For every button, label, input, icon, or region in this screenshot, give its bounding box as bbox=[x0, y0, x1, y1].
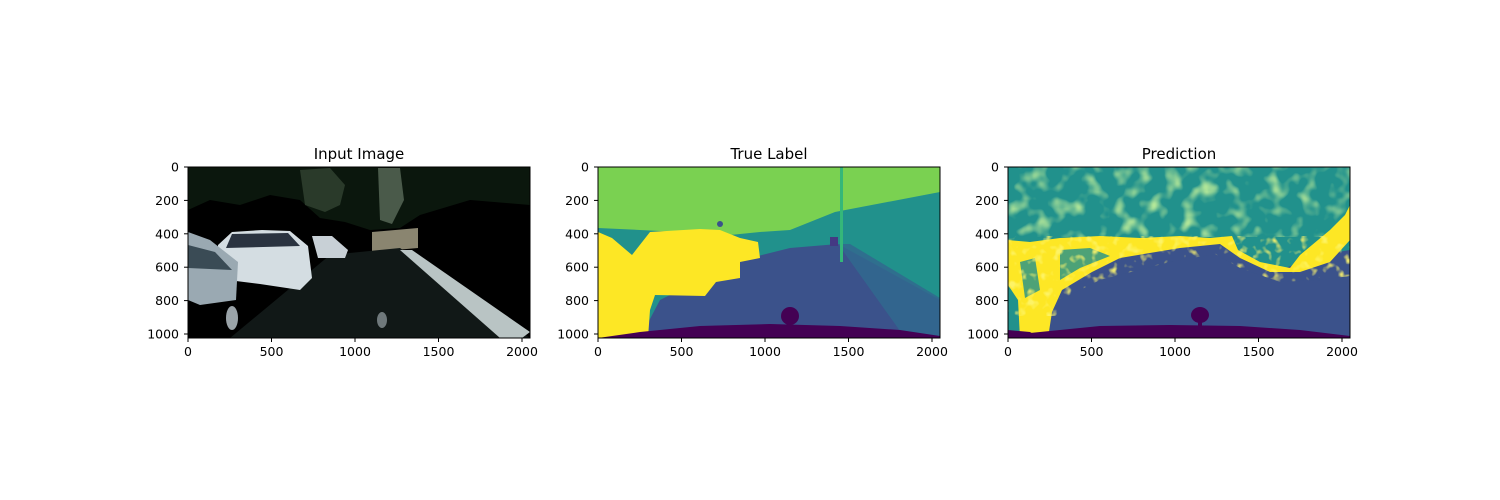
x-tick: 500 bbox=[1080, 338, 1104, 359]
y-tick-label: 600 bbox=[975, 260, 999, 275]
x-tick-label: 2000 bbox=[506, 344, 538, 359]
y-tick-label: 1000 bbox=[147, 327, 179, 342]
prediction-image bbox=[1008, 167, 1350, 338]
x-tick-label: 2000 bbox=[1326, 344, 1358, 359]
panel-title-true-label: True Label bbox=[729, 145, 807, 163]
y-tick: 0 bbox=[991, 160, 1008, 175]
y-tick: 400 bbox=[565, 226, 598, 241]
y-tick-label: 0 bbox=[991, 160, 999, 175]
true-label-x-axis: 0 500 1000 1500 2000 bbox=[594, 338, 948, 359]
x-tick: 1500 bbox=[423, 338, 455, 359]
pole bbox=[840, 167, 843, 262]
x-tick: 1500 bbox=[833, 338, 865, 359]
x-tick-label: 1500 bbox=[423, 344, 455, 359]
y-tick-label: 600 bbox=[565, 260, 589, 275]
prediction-x-axis: 0 500 1000 1500 2000 bbox=[1004, 338, 1358, 359]
panel-title-prediction: Prediction bbox=[1142, 145, 1217, 163]
x-tick: 1000 bbox=[749, 338, 781, 359]
true-label-y-axis: 0 200 400 600 800 1000 bbox=[557, 160, 598, 342]
x-tick-label: 500 bbox=[670, 344, 694, 359]
input-image-frame bbox=[187, 166, 531, 339]
y-tick: 600 bbox=[155, 260, 188, 275]
ego-ornament bbox=[781, 307, 799, 325]
panel-title-input: Input Image bbox=[314, 145, 405, 163]
prediction-y-axis: 0 200 400 600 800 1000 bbox=[967, 160, 1008, 342]
input-image bbox=[188, 167, 530, 338]
y-tick: 200 bbox=[565, 193, 598, 208]
true-label-image bbox=[598, 167, 940, 338]
y-tick: 200 bbox=[155, 193, 188, 208]
x-tick: 0 bbox=[594, 338, 602, 359]
y-tick-label: 0 bbox=[171, 160, 179, 175]
panel-prediction: Prediction 0 500 1000 1500 2000 0 200 bbox=[967, 145, 1358, 359]
x-tick-label: 0 bbox=[184, 344, 192, 359]
y-tick-label: 400 bbox=[975, 226, 999, 241]
sidewalk-region bbox=[838, 244, 940, 338]
y-tick-label: 800 bbox=[565, 293, 589, 308]
panel-true-label: True Label 0 500 1000 1500 2000 0 200 40… bbox=[557, 145, 948, 359]
y-tick: 400 bbox=[155, 226, 188, 241]
prediction-frame bbox=[1007, 166, 1351, 339]
y-tick: 0 bbox=[171, 160, 188, 175]
x-tick: 2000 bbox=[1326, 338, 1358, 359]
ego-vehicle-region bbox=[598, 324, 940, 338]
ego-vehicle-region bbox=[1008, 325, 1350, 338]
input-x-axis: 0 500 1000 1500 2000 bbox=[184, 338, 538, 359]
x-tick-label: 1000 bbox=[749, 344, 781, 359]
y-tick-label: 200 bbox=[565, 193, 589, 208]
y-tick: 0 bbox=[581, 160, 598, 175]
x-tick-label: 0 bbox=[1004, 344, 1012, 359]
y-tick-label: 1000 bbox=[967, 327, 999, 342]
y-tick-label: 0 bbox=[581, 160, 589, 175]
y-tick-label: 800 bbox=[975, 293, 999, 308]
y-tick-label: 200 bbox=[975, 193, 999, 208]
y-tick: 800 bbox=[975, 293, 1008, 308]
x-tick-label: 0 bbox=[594, 344, 602, 359]
x-tick-label: 1000 bbox=[339, 344, 371, 359]
x-tick-label: 1000 bbox=[1159, 344, 1191, 359]
y-tick: 600 bbox=[975, 260, 1008, 275]
y-tick: 400 bbox=[975, 226, 1008, 241]
y-tick: 200 bbox=[975, 193, 1008, 208]
x-tick: 2000 bbox=[916, 338, 948, 359]
y-tick: 800 bbox=[155, 293, 188, 308]
x-tick: 1500 bbox=[1243, 338, 1275, 359]
x-tick: 0 bbox=[184, 338, 192, 359]
x-tick: 500 bbox=[260, 338, 284, 359]
x-tick: 500 bbox=[670, 338, 694, 359]
y-tick: 1000 bbox=[967, 327, 1008, 342]
sign bbox=[830, 237, 838, 246]
y-tick-label: 600 bbox=[155, 260, 179, 275]
x-tick-label: 500 bbox=[260, 344, 284, 359]
x-tick: 1000 bbox=[339, 338, 371, 359]
x-tick-label: 1500 bbox=[833, 344, 865, 359]
car-region bbox=[598, 229, 760, 338]
y-tick: 600 bbox=[565, 260, 598, 275]
y-tick: 1000 bbox=[557, 327, 598, 342]
y-tick: 1000 bbox=[147, 327, 188, 342]
x-tick: 2000 bbox=[506, 338, 538, 359]
x-tick: 0 bbox=[1004, 338, 1012, 359]
y-tick-label: 400 bbox=[565, 226, 589, 241]
x-tick-label: 500 bbox=[1080, 344, 1104, 359]
y-tick-label: 400 bbox=[155, 226, 179, 241]
y-tick-label: 200 bbox=[155, 193, 179, 208]
x-tick: 1000 bbox=[1159, 338, 1191, 359]
x-tick-label: 2000 bbox=[916, 344, 948, 359]
y-tick-label: 1000 bbox=[557, 327, 589, 342]
traffic-sign bbox=[717, 221, 723, 227]
y-tick: 800 bbox=[565, 293, 598, 308]
true-label-frame bbox=[597, 166, 941, 339]
ego-ornament bbox=[1191, 307, 1209, 323]
x-tick-label: 1500 bbox=[1243, 344, 1275, 359]
input-y-axis: 0 200 400 600 800 1000 bbox=[147, 160, 188, 342]
y-tick-label: 800 bbox=[155, 293, 179, 308]
panel-input-image: Input Image 0 500 1000 bbox=[147, 145, 538, 359]
